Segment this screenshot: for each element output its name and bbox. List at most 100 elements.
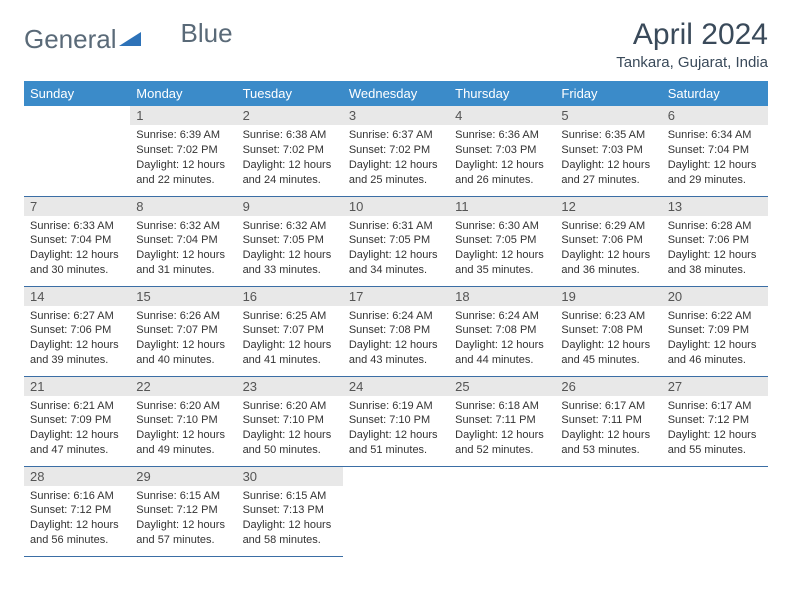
day-number: 24 bbox=[343, 377, 449, 396]
day-number: 7 bbox=[24, 197, 130, 216]
calendar-day-cell: 14Sunrise: 6:27 AMSunset: 7:06 PMDayligh… bbox=[24, 286, 130, 376]
calendar-day-cell: 11Sunrise: 6:30 AMSunset: 7:05 PMDayligh… bbox=[449, 196, 555, 286]
calendar-day-cell: 5Sunrise: 6:35 AMSunset: 7:03 PMDaylight… bbox=[555, 106, 661, 196]
calendar-empty-cell bbox=[343, 466, 449, 556]
day-details: Sunrise: 6:36 AMSunset: 7:03 PMDaylight:… bbox=[449, 125, 555, 193]
day-details: Sunrise: 6:15 AMSunset: 7:12 PMDaylight:… bbox=[130, 486, 236, 554]
day-details: Sunrise: 6:34 AMSunset: 7:04 PMDaylight:… bbox=[662, 125, 768, 193]
calendar-day-cell: 23Sunrise: 6:20 AMSunset: 7:10 PMDayligh… bbox=[237, 376, 343, 466]
day-details: Sunrise: 6:22 AMSunset: 7:09 PMDaylight:… bbox=[662, 306, 768, 374]
calendar-day-cell: 8Sunrise: 6:32 AMSunset: 7:04 PMDaylight… bbox=[130, 196, 236, 286]
weekday-header: Thursday bbox=[449, 81, 555, 106]
day-details: Sunrise: 6:17 AMSunset: 7:11 PMDaylight:… bbox=[555, 396, 661, 464]
calendar-day-cell: 21Sunrise: 6:21 AMSunset: 7:09 PMDayligh… bbox=[24, 376, 130, 466]
day-details: Sunrise: 6:19 AMSunset: 7:10 PMDaylight:… bbox=[343, 396, 449, 464]
day-number: 25 bbox=[449, 377, 555, 396]
day-details: Sunrise: 6:28 AMSunset: 7:06 PMDaylight:… bbox=[662, 216, 768, 284]
day-details: Sunrise: 6:23 AMSunset: 7:08 PMDaylight:… bbox=[555, 306, 661, 374]
day-number: 29 bbox=[130, 467, 236, 486]
page-header: General Blue April 2024 Tankara, Gujarat… bbox=[24, 18, 768, 71]
day-number: 6 bbox=[662, 106, 768, 125]
day-details: Sunrise: 6:27 AMSunset: 7:06 PMDaylight:… bbox=[24, 306, 130, 374]
calendar-day-cell: 18Sunrise: 6:24 AMSunset: 7:08 PMDayligh… bbox=[449, 286, 555, 376]
calendar-table: SundayMondayTuesdayWednesdayThursdayFrid… bbox=[24, 81, 768, 557]
calendar-day-cell: 4Sunrise: 6:36 AMSunset: 7:03 PMDaylight… bbox=[449, 106, 555, 196]
calendar-empty-cell bbox=[449, 466, 555, 556]
day-number: 13 bbox=[662, 197, 768, 216]
calendar-day-cell: 20Sunrise: 6:22 AMSunset: 7:09 PMDayligh… bbox=[662, 286, 768, 376]
calendar-day-cell: 30Sunrise: 6:15 AMSunset: 7:13 PMDayligh… bbox=[237, 466, 343, 556]
calendar-day-cell: 17Sunrise: 6:24 AMSunset: 7:08 PMDayligh… bbox=[343, 286, 449, 376]
weekday-header: Monday bbox=[130, 81, 236, 106]
calendar-day-cell: 27Sunrise: 6:17 AMSunset: 7:12 PMDayligh… bbox=[662, 376, 768, 466]
day-number: 2 bbox=[237, 106, 343, 125]
day-details: Sunrise: 6:16 AMSunset: 7:12 PMDaylight:… bbox=[24, 486, 130, 554]
day-number: 14 bbox=[24, 287, 130, 306]
day-details: Sunrise: 6:33 AMSunset: 7:04 PMDaylight:… bbox=[24, 216, 130, 284]
calendar-day-cell: 16Sunrise: 6:25 AMSunset: 7:07 PMDayligh… bbox=[237, 286, 343, 376]
calendar-day-cell: 13Sunrise: 6:28 AMSunset: 7:06 PMDayligh… bbox=[662, 196, 768, 286]
calendar-day-cell: 26Sunrise: 6:17 AMSunset: 7:11 PMDayligh… bbox=[555, 376, 661, 466]
calendar-day-cell: 2Sunrise: 6:38 AMSunset: 7:02 PMDaylight… bbox=[237, 106, 343, 196]
day-number: 18 bbox=[449, 287, 555, 306]
day-number: 1 bbox=[130, 106, 236, 125]
day-number: 20 bbox=[662, 287, 768, 306]
day-number: 10 bbox=[343, 197, 449, 216]
day-details: Sunrise: 6:25 AMSunset: 7:07 PMDaylight:… bbox=[237, 306, 343, 374]
calendar-day-cell: 29Sunrise: 6:15 AMSunset: 7:12 PMDayligh… bbox=[130, 466, 236, 556]
calendar-empty-cell bbox=[662, 466, 768, 556]
title-block: April 2024 Tankara, Gujarat, India bbox=[616, 18, 768, 71]
calendar-day-cell: 22Sunrise: 6:20 AMSunset: 7:10 PMDayligh… bbox=[130, 376, 236, 466]
day-number: 12 bbox=[555, 197, 661, 216]
brand-text-part1: General bbox=[24, 24, 117, 55]
brand-text-part2: Blue bbox=[181, 18, 233, 49]
day-number: 3 bbox=[343, 106, 449, 125]
day-number: 21 bbox=[24, 377, 130, 396]
day-number: 16 bbox=[237, 287, 343, 306]
calendar-day-cell: 3Sunrise: 6:37 AMSunset: 7:02 PMDaylight… bbox=[343, 106, 449, 196]
brand-logo: General Blue bbox=[24, 24, 233, 55]
day-details: Sunrise: 6:20 AMSunset: 7:10 PMDaylight:… bbox=[130, 396, 236, 464]
day-details: Sunrise: 6:30 AMSunset: 7:05 PMDaylight:… bbox=[449, 216, 555, 284]
day-number: 27 bbox=[662, 377, 768, 396]
calendar-day-cell: 1Sunrise: 6:39 AMSunset: 7:02 PMDaylight… bbox=[130, 106, 236, 196]
day-details: Sunrise: 6:31 AMSunset: 7:05 PMDaylight:… bbox=[343, 216, 449, 284]
day-details: Sunrise: 6:18 AMSunset: 7:11 PMDaylight:… bbox=[449, 396, 555, 464]
weekday-header: Sunday bbox=[24, 81, 130, 106]
day-details: Sunrise: 6:29 AMSunset: 7:06 PMDaylight:… bbox=[555, 216, 661, 284]
calendar-day-cell: 12Sunrise: 6:29 AMSunset: 7:06 PMDayligh… bbox=[555, 196, 661, 286]
calendar-week-row: 7Sunrise: 6:33 AMSunset: 7:04 PMDaylight… bbox=[24, 196, 768, 286]
day-number: 19 bbox=[555, 287, 661, 306]
day-number: 22 bbox=[130, 377, 236, 396]
calendar-day-cell: 19Sunrise: 6:23 AMSunset: 7:08 PMDayligh… bbox=[555, 286, 661, 376]
weekday-header: Wednesday bbox=[343, 81, 449, 106]
day-details: Sunrise: 6:24 AMSunset: 7:08 PMDaylight:… bbox=[343, 306, 449, 374]
calendar-empty-cell bbox=[555, 466, 661, 556]
day-number: 5 bbox=[555, 106, 661, 125]
weekday-header: Saturday bbox=[662, 81, 768, 106]
day-number: 11 bbox=[449, 197, 555, 216]
day-number: 17 bbox=[343, 287, 449, 306]
day-details: Sunrise: 6:32 AMSunset: 7:05 PMDaylight:… bbox=[237, 216, 343, 284]
calendar-week-row: 21Sunrise: 6:21 AMSunset: 7:09 PMDayligh… bbox=[24, 376, 768, 466]
day-number: 8 bbox=[130, 197, 236, 216]
calendar-day-cell: 24Sunrise: 6:19 AMSunset: 7:10 PMDayligh… bbox=[343, 376, 449, 466]
day-details: Sunrise: 6:39 AMSunset: 7:02 PMDaylight:… bbox=[130, 125, 236, 193]
day-details: Sunrise: 6:32 AMSunset: 7:04 PMDaylight:… bbox=[130, 216, 236, 284]
day-details: Sunrise: 6:38 AMSunset: 7:02 PMDaylight:… bbox=[237, 125, 343, 193]
calendar-day-cell: 25Sunrise: 6:18 AMSunset: 7:11 PMDayligh… bbox=[449, 376, 555, 466]
day-details: Sunrise: 6:37 AMSunset: 7:02 PMDaylight:… bbox=[343, 125, 449, 193]
calendar-empty-cell bbox=[24, 106, 130, 196]
calendar-day-cell: 7Sunrise: 6:33 AMSunset: 7:04 PMDaylight… bbox=[24, 196, 130, 286]
weekday-header: Friday bbox=[555, 81, 661, 106]
day-number: 15 bbox=[130, 287, 236, 306]
weekday-header: Tuesday bbox=[237, 81, 343, 106]
brand-triangle-icon bbox=[119, 28, 141, 51]
calendar-week-row: 14Sunrise: 6:27 AMSunset: 7:06 PMDayligh… bbox=[24, 286, 768, 376]
calendar-day-cell: 15Sunrise: 6:26 AMSunset: 7:07 PMDayligh… bbox=[130, 286, 236, 376]
location-subtitle: Tankara, Gujarat, India bbox=[616, 54, 768, 71]
day-number: 9 bbox=[237, 197, 343, 216]
day-details: Sunrise: 6:17 AMSunset: 7:12 PMDaylight:… bbox=[662, 396, 768, 464]
calendar-day-cell: 28Sunrise: 6:16 AMSunset: 7:12 PMDayligh… bbox=[24, 466, 130, 556]
calendar-day-cell: 10Sunrise: 6:31 AMSunset: 7:05 PMDayligh… bbox=[343, 196, 449, 286]
